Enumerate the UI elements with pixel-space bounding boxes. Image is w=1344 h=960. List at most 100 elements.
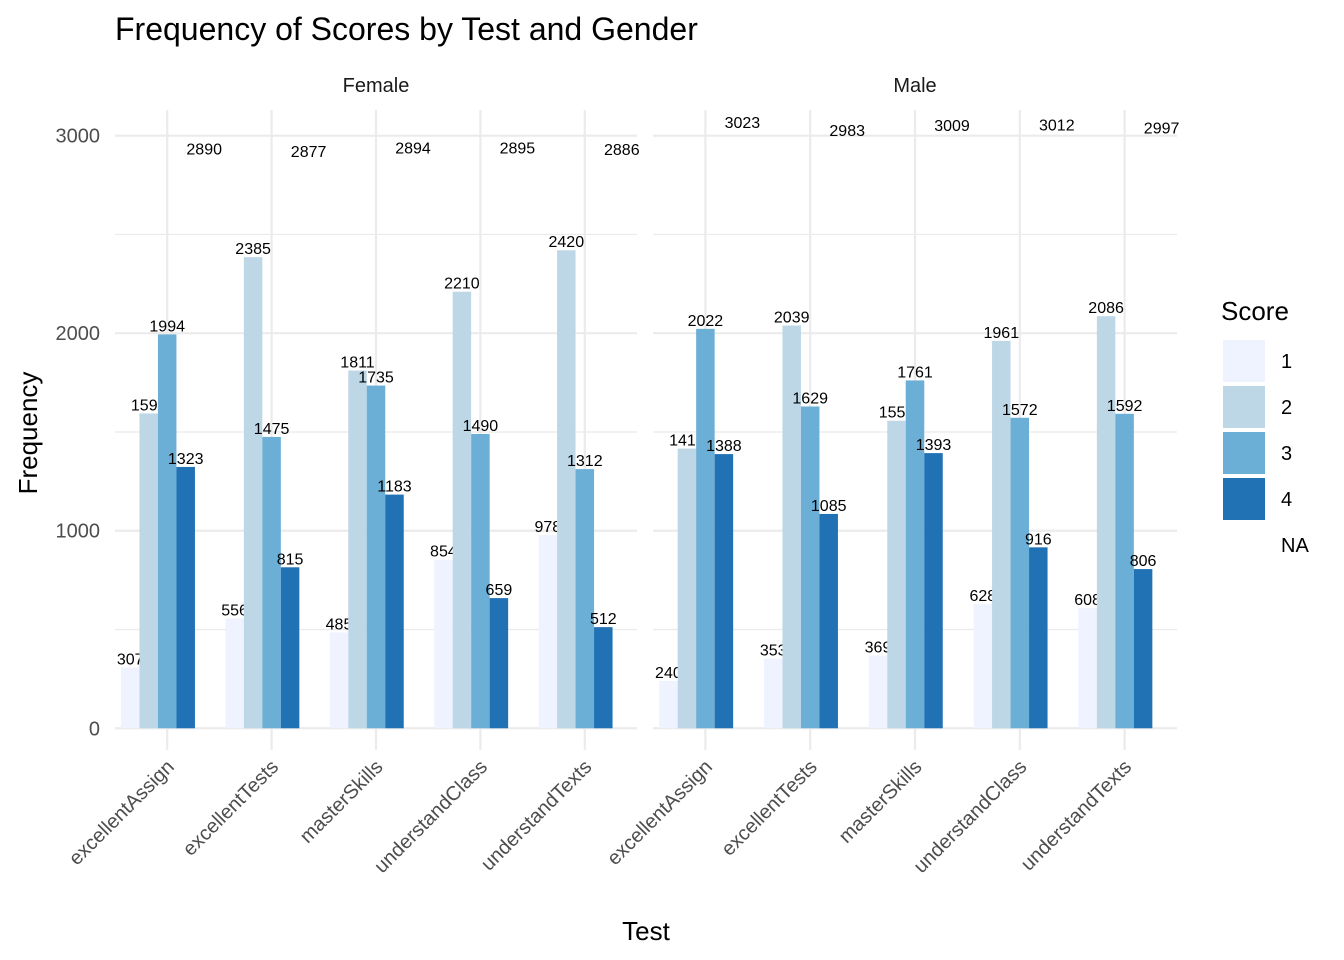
y-tick-label: 1000: [56, 521, 101, 543]
facet-panels: Female 0 1000 2000 3000 307 1594 1994 1323 2890 ex…: [56, 75, 1180, 878]
bar-female-understand-texts-score-1: [538, 535, 558, 729]
data-label: 2895: [500, 140, 536, 157]
bar-female-master-skills-score-1: [329, 632, 349, 729]
bar-female-master-skills-score-3: [366, 385, 386, 729]
bar-female-excellent-tests-score-3: [262, 436, 281, 729]
legend-label-4: 4: [1281, 489, 1292, 511]
x-tick-label-female: understandClass: [370, 756, 492, 878]
data-label: 1323: [168, 451, 204, 468]
data-label: 854: [430, 544, 457, 561]
data-label: 1961: [984, 325, 1020, 342]
data-label: 1393: [916, 437, 952, 454]
data-label: 1811: [340, 355, 375, 372]
bar-male-master-skills-score-1: [868, 655, 888, 729]
data-label: 3023: [725, 115, 761, 132]
bar-male-excellent-tests-score-3: [800, 406, 820, 729]
bar-male-understand-texts-score-1: [1078, 608, 1097, 729]
bar-male-understand-class-score-4: [1029, 547, 1048, 729]
data-label: 556: [221, 602, 248, 619]
data-label: 353: [760, 643, 787, 660]
bar-male-excellent-assign-score-1: [659, 680, 678, 729]
data-label: 628: [969, 588, 996, 605]
bar-male-understand-texts-score-3: [1115, 413, 1134, 729]
data-label: 1557: [879, 405, 915, 422]
data-label: 1761: [897, 364, 933, 381]
data-label: 2983: [829, 123, 865, 140]
bar-male-understand-class-score-2: [992, 340, 1011, 729]
x-tick-label-male: excellentAssign: [603, 756, 717, 870]
data-label: 1490: [463, 418, 499, 435]
data-label: 659: [486, 582, 513, 599]
data-label: 485: [326, 616, 353, 633]
data-label: 2894: [395, 141, 431, 158]
legend: Score 1 2 3 4 NA: [1221, 296, 1309, 557]
data-label: 369: [865, 639, 892, 656]
legend-label-2: 2: [1281, 397, 1292, 419]
data-label: 2385: [235, 241, 271, 258]
bar-female-understand-class-score-2: [452, 291, 472, 729]
bar-female-excellent-assign-score-1: [120, 667, 140, 729]
bar-male-excellent-assign-score-3: [696, 328, 715, 729]
data-label: 2886: [604, 142, 640, 159]
bar-male-understand-texts-score-4: [1133, 569, 1153, 729]
bar-female-excellent-assign-score-3: [157, 334, 177, 729]
bar-female-excellent-tests-score-1: [225, 618, 244, 729]
legend-label-na: NA: [1281, 535, 1309, 557]
data-label: 2022: [688, 313, 724, 330]
y-tick-label: 0: [89, 718, 100, 740]
legend-swatch-2: [1223, 386, 1265, 428]
data-label: 512: [590, 611, 617, 628]
bar-female-understand-texts-score-2: [557, 250, 576, 729]
x-tick-label-female: understandTexts: [477, 756, 596, 875]
x-tick-label-male: masterSkills: [835, 756, 927, 848]
data-label: 1388: [706, 438, 742, 455]
legend-swatch-3: [1223, 432, 1265, 474]
data-label: 1572: [1002, 402, 1038, 419]
data-label: 1592: [1107, 398, 1143, 415]
data-label: 2877: [291, 144, 327, 161]
bar-female-understand-texts-score-3: [575, 469, 595, 729]
bar-female-understand-texts-score-4: [594, 627, 613, 729]
data-label: 815: [277, 551, 304, 568]
x-tick-label-male: understandClass: [910, 756, 1032, 878]
bar-female-excellent-assign-score-2: [139, 413, 158, 729]
bar-male-understand-texts-score-2: [1096, 316, 1116, 729]
data-label: 1085: [811, 498, 847, 515]
data-label: 2086: [1088, 300, 1124, 317]
bar-female-understand-class-score-3: [471, 433, 490, 729]
strip-label-male: Male: [893, 75, 936, 97]
data-label: 916: [1025, 531, 1052, 548]
bar-female-excellent-assign-score-4: [176, 466, 195, 729]
y-tick-label: 3000: [56, 126, 101, 148]
bar-male-excellent-assign-score-2: [677, 448, 697, 729]
bar-male-excellent-tests-score-1: [763, 658, 783, 729]
data-label: 1629: [792, 390, 828, 407]
data-label: 1475: [254, 421, 290, 438]
bar-male-master-skills-score-3: [905, 380, 925, 729]
bar-female-excellent-tests-score-2: [243, 257, 263, 729]
data-label: 1183: [377, 479, 412, 496]
x-axis-title: Test: [622, 916, 670, 946]
bar-male-excellent-assign-score-4: [714, 454, 734, 729]
data-label: 2039: [774, 310, 810, 327]
data-label: 1312: [567, 453, 603, 470]
legend-swatch-4: [1223, 478, 1265, 520]
y-axis-title: Frequency: [13, 372, 43, 495]
x-tick-label-male: excellentTests: [717, 756, 821, 860]
data-label: 806: [1130, 553, 1157, 570]
data-label: 2997: [1144, 120, 1180, 137]
strip-label-female: Female: [343, 75, 410, 97]
x-tick-label-male: understandTexts: [1017, 756, 1136, 875]
data-label: 1594: [131, 397, 167, 414]
bar-female-excellent-tests-score-4: [280, 567, 300, 729]
x-tick-label-female: masterSkills: [296, 756, 388, 848]
data-label: 1416: [669, 433, 705, 450]
data-label: 2210: [444, 276, 480, 293]
bar-male-excellent-tests-score-2: [782, 325, 801, 729]
x-tick-label-female: excellentAssign: [65, 756, 179, 870]
data-label: 3009: [934, 118, 970, 135]
data-label: 608: [1074, 592, 1101, 609]
data-label: 1735: [358, 370, 394, 387]
bar-female-understand-class-score-1: [434, 559, 453, 729]
bar-male-excellent-tests-score-4: [819, 513, 838, 729]
